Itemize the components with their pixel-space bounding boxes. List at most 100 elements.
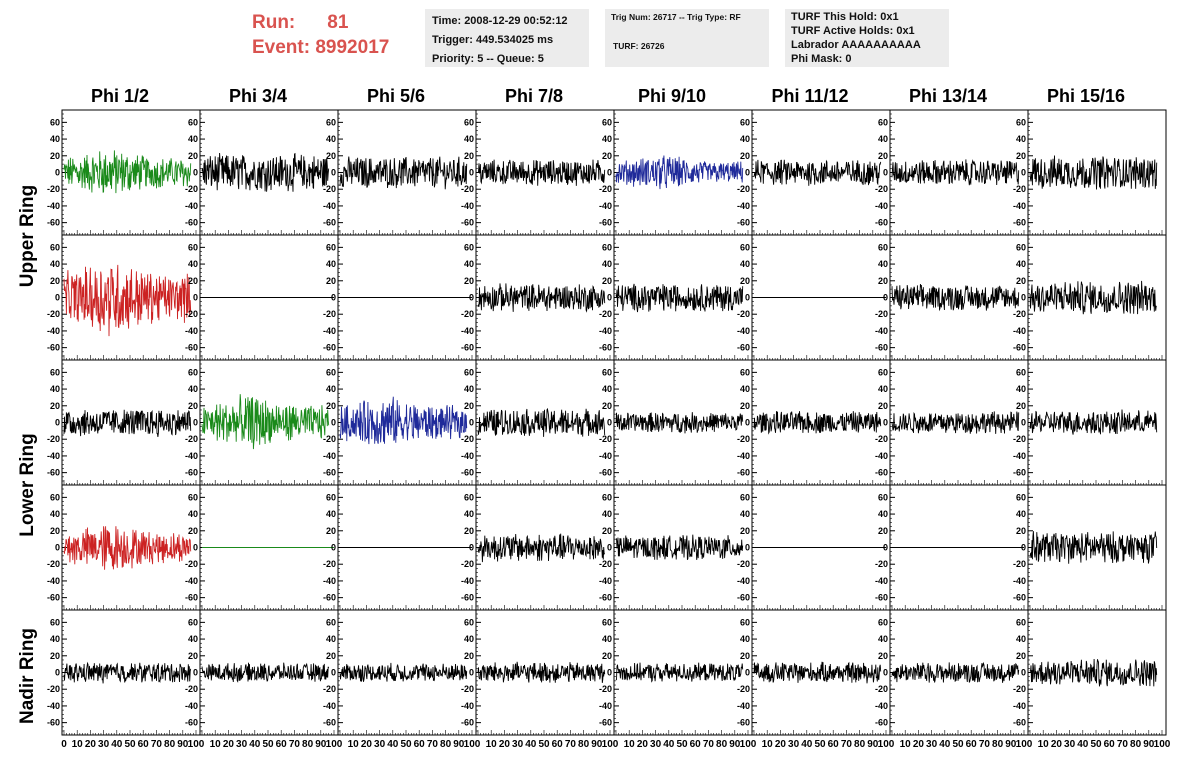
y-tick-label: -40 (461, 576, 474, 586)
y-tick-label: 60 (740, 617, 750, 627)
y-tick-label: -20 (875, 559, 888, 569)
y-tick-label: -20 (1013, 184, 1026, 194)
y-tick-label: -60 (875, 468, 888, 478)
y-tick-label: -20 (461, 684, 474, 694)
y-tick-label: 40 (326, 509, 336, 519)
y-tick-label: 60 (740, 242, 750, 252)
x-tick-label: 30 (236, 739, 248, 750)
y-tick-label: 60 (188, 492, 198, 502)
y-tick-label: 0 (193, 168, 198, 178)
y-tick-label: 40 (464, 634, 474, 644)
y-tick-label: 0 (883, 418, 888, 428)
y-tick-label: 0 (331, 293, 336, 303)
y-tick-label: -40 (185, 576, 198, 586)
y-tick-label: 60 (50, 367, 60, 377)
y-tick-label: 60 (464, 492, 474, 502)
y-tick-label: 40 (326, 134, 336, 144)
y-tick-label: 60 (1016, 617, 1026, 627)
x-tick-label: 20 (775, 739, 787, 750)
y-tick-label: 40 (50, 259, 60, 269)
y-tick-label: 40 (464, 509, 474, 519)
y-tick-label: 0 (745, 543, 750, 553)
y-tick-label: 0 (883, 293, 888, 303)
x-tick-label: 50 (400, 739, 412, 750)
y-tick-label: 20 (464, 151, 474, 161)
x-tick-label: 30 (926, 739, 938, 750)
y-tick-label: 20 (50, 651, 60, 661)
x-tick-label: 40 (111, 739, 123, 750)
y-tick-label: 40 (464, 259, 474, 269)
y-tick-label: 40 (602, 259, 612, 269)
y-tick-label: 40 (326, 634, 336, 644)
y-tick-label: -20 (1013, 559, 1026, 569)
x-tick-label: 80 (854, 739, 866, 750)
y-tick-label: -40 (1013, 326, 1026, 336)
y-tick-label: 20 (1016, 401, 1026, 411)
y-tick-label: -40 (47, 201, 60, 211)
y-tick-label: 20 (740, 401, 750, 411)
y-tick-label: 20 (602, 401, 612, 411)
y-tick-label: 40 (740, 509, 750, 519)
y-tick-label: -20 (185, 559, 198, 569)
y-tick-label: -60 (47, 468, 60, 478)
y-tick-label: 60 (1016, 117, 1026, 127)
x-tick-label: 100 (188, 739, 205, 750)
y-tick-label: -40 (1013, 451, 1026, 461)
y-tick-label: 20 (878, 401, 888, 411)
column-header-5: Phi 9/10 (637, 86, 707, 106)
y-tick-label: -20 (323, 684, 336, 694)
y-tick-label: 0 (1021, 168, 1026, 178)
y-tick-label: -40 (323, 576, 336, 586)
y-tick-label: -60 (737, 718, 750, 728)
y-tick-label: 60 (188, 242, 198, 252)
x-tick-label: 30 (98, 739, 110, 750)
waveform-r2-c4 (477, 283, 606, 313)
y-tick-label: -60 (461, 718, 474, 728)
y-tick-label: -60 (599, 593, 612, 603)
y-tick-label: 60 (188, 367, 198, 377)
waveform-r5-c3 (339, 662, 468, 682)
y-tick-label: 40 (740, 384, 750, 394)
y-tick-label: 20 (188, 526, 198, 536)
y-tick-label: 60 (50, 492, 60, 502)
y-tick-label: -40 (47, 326, 60, 336)
y-tick-label: -60 (323, 718, 336, 728)
y-tick-label: 20 (464, 401, 474, 411)
column-header-1: Phi 1/2 (90, 86, 150, 106)
waveform-r3-c2 (201, 394, 330, 450)
y-tick-label: -60 (47, 593, 60, 603)
column-header-2: Phi 3/4 (228, 86, 288, 106)
x-tick-label: 10 (348, 739, 360, 750)
y-tick-label: 60 (740, 117, 750, 127)
time-text: Time: 2008-12-29 00:52:12 (432, 15, 568, 27)
y-tick-label: 60 (326, 117, 336, 127)
y-tick-label: 40 (50, 509, 60, 519)
x-tick-label: 30 (512, 739, 524, 750)
y-tick-label: -20 (323, 184, 336, 194)
turf-active-text: TURF Active Holds: 0x1 (791, 25, 915, 37)
y-tick-label: -40 (875, 701, 888, 711)
waveform-r5-c2 (201, 662, 330, 683)
x-tick-label: 70 (289, 739, 301, 750)
x-tick-label: 40 (663, 739, 675, 750)
y-tick-label: 40 (188, 509, 198, 519)
y-tick-label: 60 (602, 242, 612, 252)
waveform-r1-c6 (753, 159, 882, 186)
waveform-r3-c7 (891, 411, 1020, 434)
x-tick-label: 30 (1064, 739, 1076, 750)
waveform-r2-c8 (1029, 280, 1157, 315)
y-tick-label: 40 (740, 634, 750, 644)
x-tick-label: 10 (624, 739, 636, 750)
waveform-r1-c3 (339, 156, 468, 190)
y-tick-label: -60 (599, 718, 612, 728)
x-tick-label: 10 (72, 739, 84, 750)
y-tick-label: 20 (50, 526, 60, 536)
y-tick-label: -40 (323, 201, 336, 211)
x-tick-label: 10 (1038, 739, 1050, 750)
y-tick-label: 40 (1016, 134, 1026, 144)
y-tick-label: 20 (740, 276, 750, 286)
y-tick-label: -40 (47, 451, 60, 461)
y-tick-label: -20 (461, 559, 474, 569)
y-tick-label: 20 (1016, 651, 1026, 661)
x-tick-label: 70 (427, 739, 439, 750)
